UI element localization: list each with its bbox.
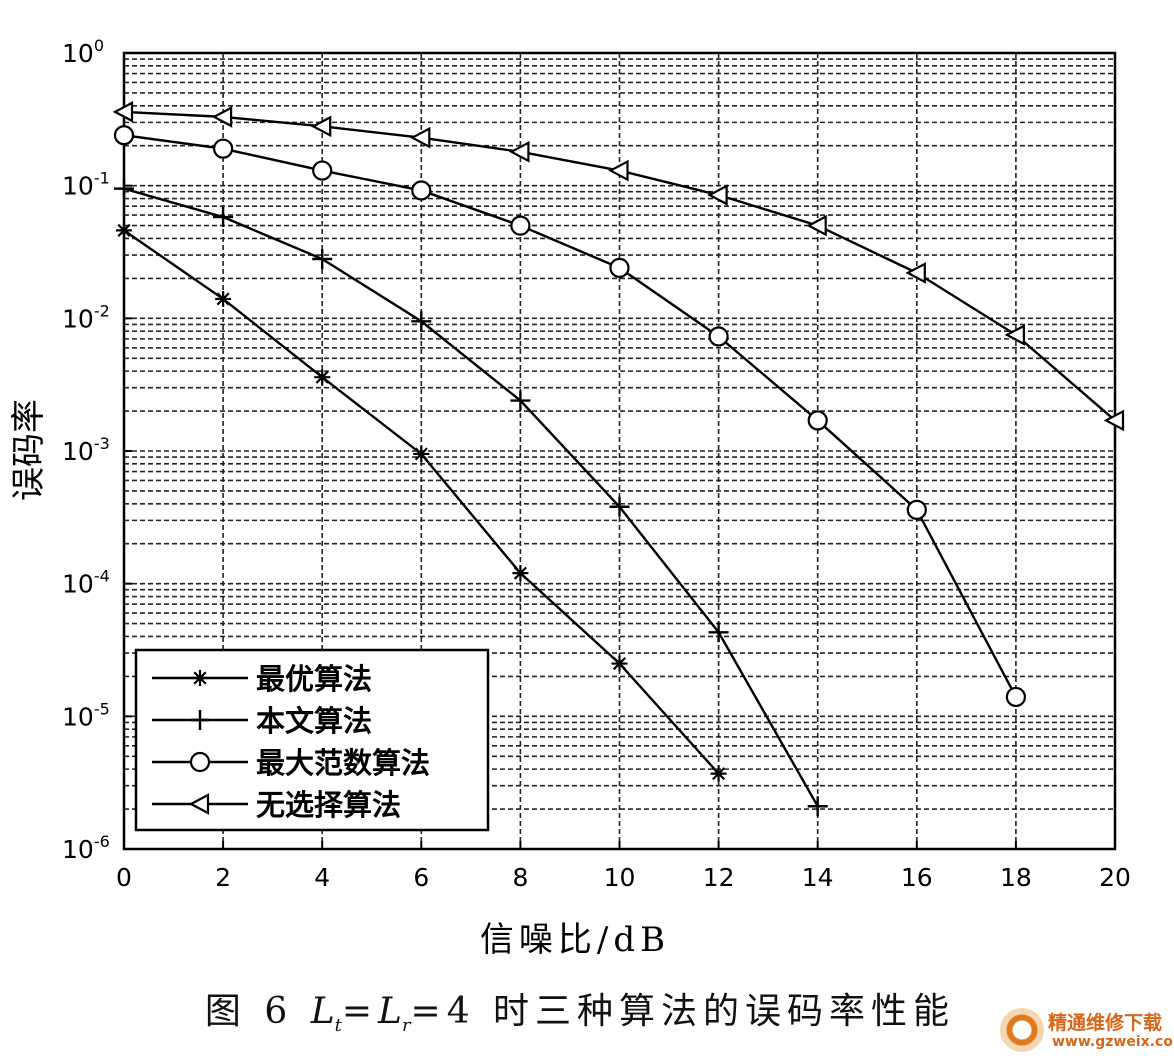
grid-lines — [124, 53, 1115, 849]
marker-star — [710, 765, 727, 782]
marker-plus — [190, 710, 210, 730]
marker-triangle-left — [806, 214, 827, 237]
marker-star — [611, 655, 628, 672]
series-circle — [113, 125, 1027, 708]
series-triangle-left — [112, 101, 1125, 432]
marker-triangle-left — [211, 106, 233, 128]
y-tick-label: 10-4 — [62, 567, 110, 599]
y-tick-label: 10-1 — [62, 169, 110, 201]
marker-circle — [807, 410, 828, 431]
marker-triangle-left — [1004, 324, 1026, 346]
marker-triangle-left — [112, 101, 134, 123]
x-tick-label: 14 — [802, 863, 834, 892]
marker-star — [512, 565, 529, 582]
marker-circle — [189, 751, 211, 773]
x-tick-label: 8 — [512, 863, 528, 892]
series-layer — [112, 101, 1125, 817]
x-tick-label: 4 — [314, 863, 330, 892]
legend-label: 无选择算法 — [256, 788, 401, 822]
marker-triangle-left — [608, 159, 629, 182]
x-tick-label: 2 — [215, 863, 231, 892]
figure-caption: 图 6 Lt=Lr=4 时三种算法的误码率性能 — [150, 982, 1010, 1036]
marker-star — [215, 290, 232, 307]
caption-prefix: 图 6 — [204, 991, 311, 1032]
marker-star — [116, 222, 132, 239]
watermark: 精通维修下载 www.gzweix.com — [1000, 1006, 1174, 1054]
marker-star — [192, 670, 208, 686]
marker-plus — [411, 311, 432, 332]
marker-star — [314, 369, 331, 386]
y-tick-label: 10-3 — [62, 434, 110, 466]
legend-box — [134, 648, 490, 832]
x-tick-label: 10 — [604, 863, 636, 892]
axis-ticks: 0 2 4 6 8 10 12 14 16 18 20 100 10-1 10-2 10-3 10-4 10-5… — [62, 36, 1131, 892]
marker-triangle-left — [1103, 409, 1125, 432]
y-tick-label: 10-2 — [62, 301, 110, 333]
x-tick-label: 16 — [901, 863, 933, 892]
marker-plus — [510, 390, 531, 411]
legend-label: 本文算法 — [256, 704, 372, 738]
y-tick-label: 10-6 — [62, 832, 110, 864]
y-tick-label: 100 — [62, 36, 104, 68]
marker-plus — [213, 207, 234, 228]
marker-star — [413, 445, 430, 462]
marker-circle — [1005, 686, 1027, 708]
marker-circle — [312, 160, 333, 181]
marker-plus — [609, 496, 630, 517]
y-tick-label: 10-5 — [62, 699, 110, 731]
marker-triangle-left — [509, 140, 530, 163]
legend-label: 最大范数算法 — [256, 746, 430, 780]
marker-plus — [114, 178, 134, 199]
caption-eq1: = — [341, 991, 379, 1032]
x-axis-label: 信噪比/dB — [480, 920, 670, 960]
watermark-url: www.gzweix.com — [1052, 1034, 1174, 1050]
legend-label: 最优算法 — [256, 662, 372, 696]
caption-lt: L — [310, 991, 335, 1032]
marker-triangle-left — [188, 793, 210, 815]
ber-chart: 0 2 4 6 8 10 12 14 16 18 20 100 10-1 10-2 10-3 10-4 10-5… — [9, 36, 1131, 960]
marker-triangle-left — [409, 126, 431, 149]
caption-rest: =4 时三种算法的误码率性能 — [410, 991, 956, 1032]
marker-triangle-left — [905, 262, 926, 284]
marker-circle — [609, 257, 630, 278]
marker-circle — [906, 499, 927, 520]
watermark-name: 精通维修下载 — [1048, 1012, 1163, 1034]
x-tick-label: 12 — [703, 863, 735, 892]
series-plus — [114, 178, 828, 817]
series-line — [123, 134, 1017, 698]
marker-plus — [312, 249, 333, 270]
marker-circle — [213, 138, 234, 159]
caption-lr-sub: r — [401, 1015, 411, 1037]
caption-lt-sub: t — [334, 1015, 342, 1037]
marker-circle — [708, 326, 729, 347]
x-tick-label: 20 — [1099, 863, 1131, 892]
x-tick-label: 18 — [1000, 863, 1032, 892]
marker-triangle-left — [310, 115, 332, 138]
marker-triangle-left — [707, 184, 728, 206]
caption-lr: L — [378, 991, 402, 1032]
series-line — [123, 187, 819, 807]
marker-circle — [411, 180, 432, 201]
x-tick-label: 6 — [413, 863, 429, 892]
marker-plus — [807, 796, 828, 817]
marker-plus — [708, 622, 729, 643]
marker-circle — [113, 125, 135, 146]
y-axis-label: 误码率 — [9, 399, 49, 501]
watermark-logo-icon — [1000, 1008, 1044, 1052]
series-star — [116, 222, 727, 782]
x-tick-label: 0 — [116, 863, 132, 892]
marker-circle — [510, 215, 531, 236]
